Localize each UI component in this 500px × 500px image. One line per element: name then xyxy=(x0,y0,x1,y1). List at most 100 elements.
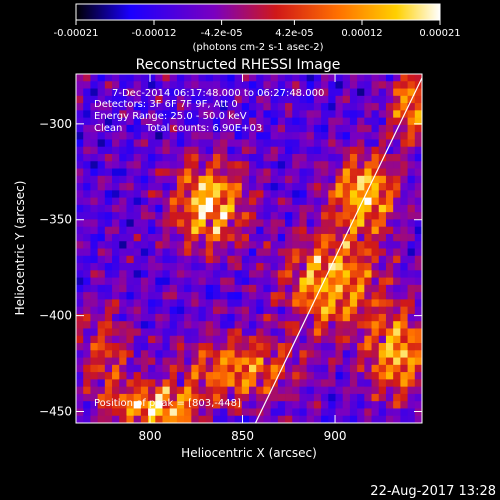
heatmap-cell xyxy=(256,343,264,351)
heatmap-cell xyxy=(126,386,135,395)
heatmap-cell xyxy=(371,110,380,119)
heatmap-cell xyxy=(313,292,322,300)
heatmap-cell xyxy=(321,241,329,249)
heatmap-cell xyxy=(90,401,99,409)
heatmap-cell xyxy=(220,226,228,235)
heatmap-cell xyxy=(393,386,401,395)
heatmap-cell xyxy=(90,124,99,133)
heatmap-cell xyxy=(227,81,235,89)
heatmap-cell xyxy=(205,219,214,228)
heatmap-cell xyxy=(335,401,344,409)
heatmap-cell xyxy=(76,379,84,388)
heatmap-cell xyxy=(335,415,344,423)
heatmap-cell xyxy=(76,81,84,89)
heatmap-cell xyxy=(140,393,149,402)
heatmap-cell xyxy=(227,292,235,300)
heatmap-cell xyxy=(119,74,127,82)
heatmap-cell xyxy=(313,219,322,228)
heatmap-cell xyxy=(400,379,408,388)
heatmap-cell xyxy=(277,379,286,388)
heatmap-cell xyxy=(270,393,279,402)
heatmap-cell xyxy=(335,81,344,89)
heatmap-cell xyxy=(155,74,163,82)
heatmap-cell xyxy=(104,175,113,184)
heatmap-cell xyxy=(270,153,279,162)
heatmap-cell xyxy=(97,212,106,220)
heatmap-cell xyxy=(249,175,257,184)
heatmap-cell xyxy=(263,248,272,257)
heatmap-cell xyxy=(321,299,329,308)
heatmap-cell xyxy=(227,379,235,388)
heatmap-cell xyxy=(400,132,408,140)
heatmap-cell xyxy=(328,153,336,162)
heatmap-cell xyxy=(234,335,243,344)
heatmap-cell xyxy=(292,175,300,184)
heatmap-cell xyxy=(133,379,142,388)
heatmap-cell xyxy=(234,415,243,423)
heatmap-cell xyxy=(357,161,365,169)
heatmap-cell xyxy=(371,270,380,278)
heatmap-cell xyxy=(119,379,127,388)
heatmap-cell xyxy=(155,321,163,329)
heatmap-cell xyxy=(256,168,264,177)
heatmap-cell xyxy=(126,226,135,235)
heatmap-cell xyxy=(299,313,308,322)
heatmap-cell xyxy=(414,248,422,257)
heatmap-cell xyxy=(176,292,185,300)
heatmap-cell xyxy=(335,328,344,337)
heatmap-cell xyxy=(371,335,380,344)
heatmap-cell xyxy=(205,168,214,177)
heatmap-cell xyxy=(162,408,171,417)
heatmap-cell xyxy=(357,321,365,329)
heatmap-cell xyxy=(357,248,365,257)
colorbar: -0.00021 -0.00012 -4.2e-05 4.2e-05 0.00012 0.… xyxy=(54,3,461,53)
colorbar-tick-label: -4.2e-05 xyxy=(201,28,243,39)
heatmap-cell xyxy=(299,284,308,293)
heatmap-cell xyxy=(414,241,422,249)
heatmap-cell xyxy=(414,175,422,184)
heatmap-cell xyxy=(184,270,192,278)
heatmap-cell xyxy=(241,415,250,423)
heatmap-cell xyxy=(220,81,228,89)
heatmap-cell xyxy=(256,313,264,322)
heatmap-cell xyxy=(328,117,336,126)
heatmap-cell xyxy=(292,263,300,271)
heatmap-cell xyxy=(371,204,380,213)
heatmap-cell xyxy=(306,248,315,257)
heatmap-cell xyxy=(90,335,99,344)
heatmap-cell xyxy=(277,212,286,220)
heatmap-cell xyxy=(342,175,351,184)
colorbar-scale xyxy=(75,3,441,21)
heatmap-cell xyxy=(357,393,365,402)
heatmap-cell xyxy=(227,408,235,417)
solar-limb-line xyxy=(254,77,422,423)
heatmap-cell xyxy=(285,153,293,162)
heatmap-cell xyxy=(162,226,171,235)
heatmap-cell xyxy=(220,88,228,97)
heatmap-cell xyxy=(256,393,264,402)
heatmap-cell xyxy=(198,233,207,242)
heatmap-cell xyxy=(191,88,199,97)
heatmap-cell xyxy=(227,415,235,423)
heatmap-cell xyxy=(385,408,394,417)
heatmap-cell xyxy=(241,372,250,380)
heatmap-cell xyxy=(169,415,178,423)
heatmap-cell xyxy=(205,124,214,133)
heatmap-cell xyxy=(104,284,113,293)
heatmap-cell xyxy=(393,190,401,198)
heatmap-cell xyxy=(393,139,401,148)
heatmap-cell xyxy=(169,183,178,191)
heatmap-cell xyxy=(306,241,315,249)
heatmap-cell xyxy=(328,132,336,140)
heatmap-cell xyxy=(97,284,106,293)
heatmap-cell xyxy=(140,103,149,111)
heatmap-cell xyxy=(126,161,135,169)
heatmap-cell xyxy=(191,219,199,228)
heatmap-cell xyxy=(292,103,300,111)
heatmap-cell xyxy=(371,357,380,366)
heatmap-cell xyxy=(349,226,358,235)
heatmap-cell xyxy=(328,379,336,388)
heatmap-cell xyxy=(407,183,416,191)
heatmap-cell xyxy=(234,88,243,97)
heatmap-cell xyxy=(414,284,422,293)
